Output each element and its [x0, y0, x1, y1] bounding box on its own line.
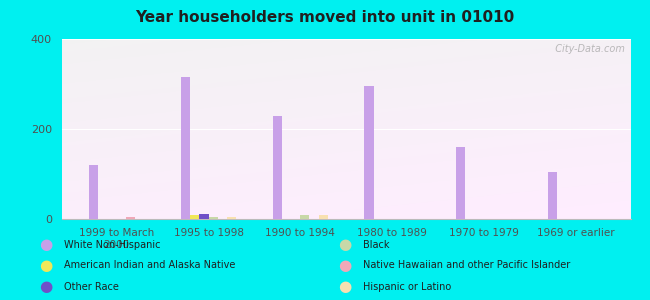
Text: Black: Black [363, 239, 389, 250]
Text: Other Race: Other Race [64, 281, 118, 292]
Text: ●: ● [338, 279, 351, 294]
Bar [181, 77, 190, 219]
Text: ●: ● [338, 237, 351, 252]
Bar [318, 215, 328, 219]
Bar [227, 217, 236, 219]
Text: Year householders moved into unit in 01010: Year householders moved into unit in 010… [135, 11, 515, 26]
Text: ●: ● [39, 237, 52, 252]
Text: City-Data.com: City-Data.com [549, 44, 625, 54]
Bar [365, 86, 374, 219]
Bar [273, 116, 282, 219]
Text: White Non-Hispanic: White Non-Hispanic [64, 239, 160, 250]
Text: Hispanic or Latino: Hispanic or Latino [363, 281, 451, 292]
Bar [300, 215, 309, 219]
Bar [209, 217, 218, 219]
Text: ●: ● [338, 258, 351, 273]
Bar [126, 217, 135, 219]
Bar [190, 215, 200, 219]
Bar [89, 165, 98, 219]
Bar [200, 214, 209, 219]
Bar [456, 147, 465, 219]
Text: ●: ● [39, 279, 52, 294]
Bar [548, 172, 557, 219]
Text: Native Hawaiian and other Pacific Islander: Native Hawaiian and other Pacific Island… [363, 260, 570, 271]
Text: American Indian and Alaska Native: American Indian and Alaska Native [64, 260, 235, 271]
Text: ●: ● [39, 258, 52, 273]
